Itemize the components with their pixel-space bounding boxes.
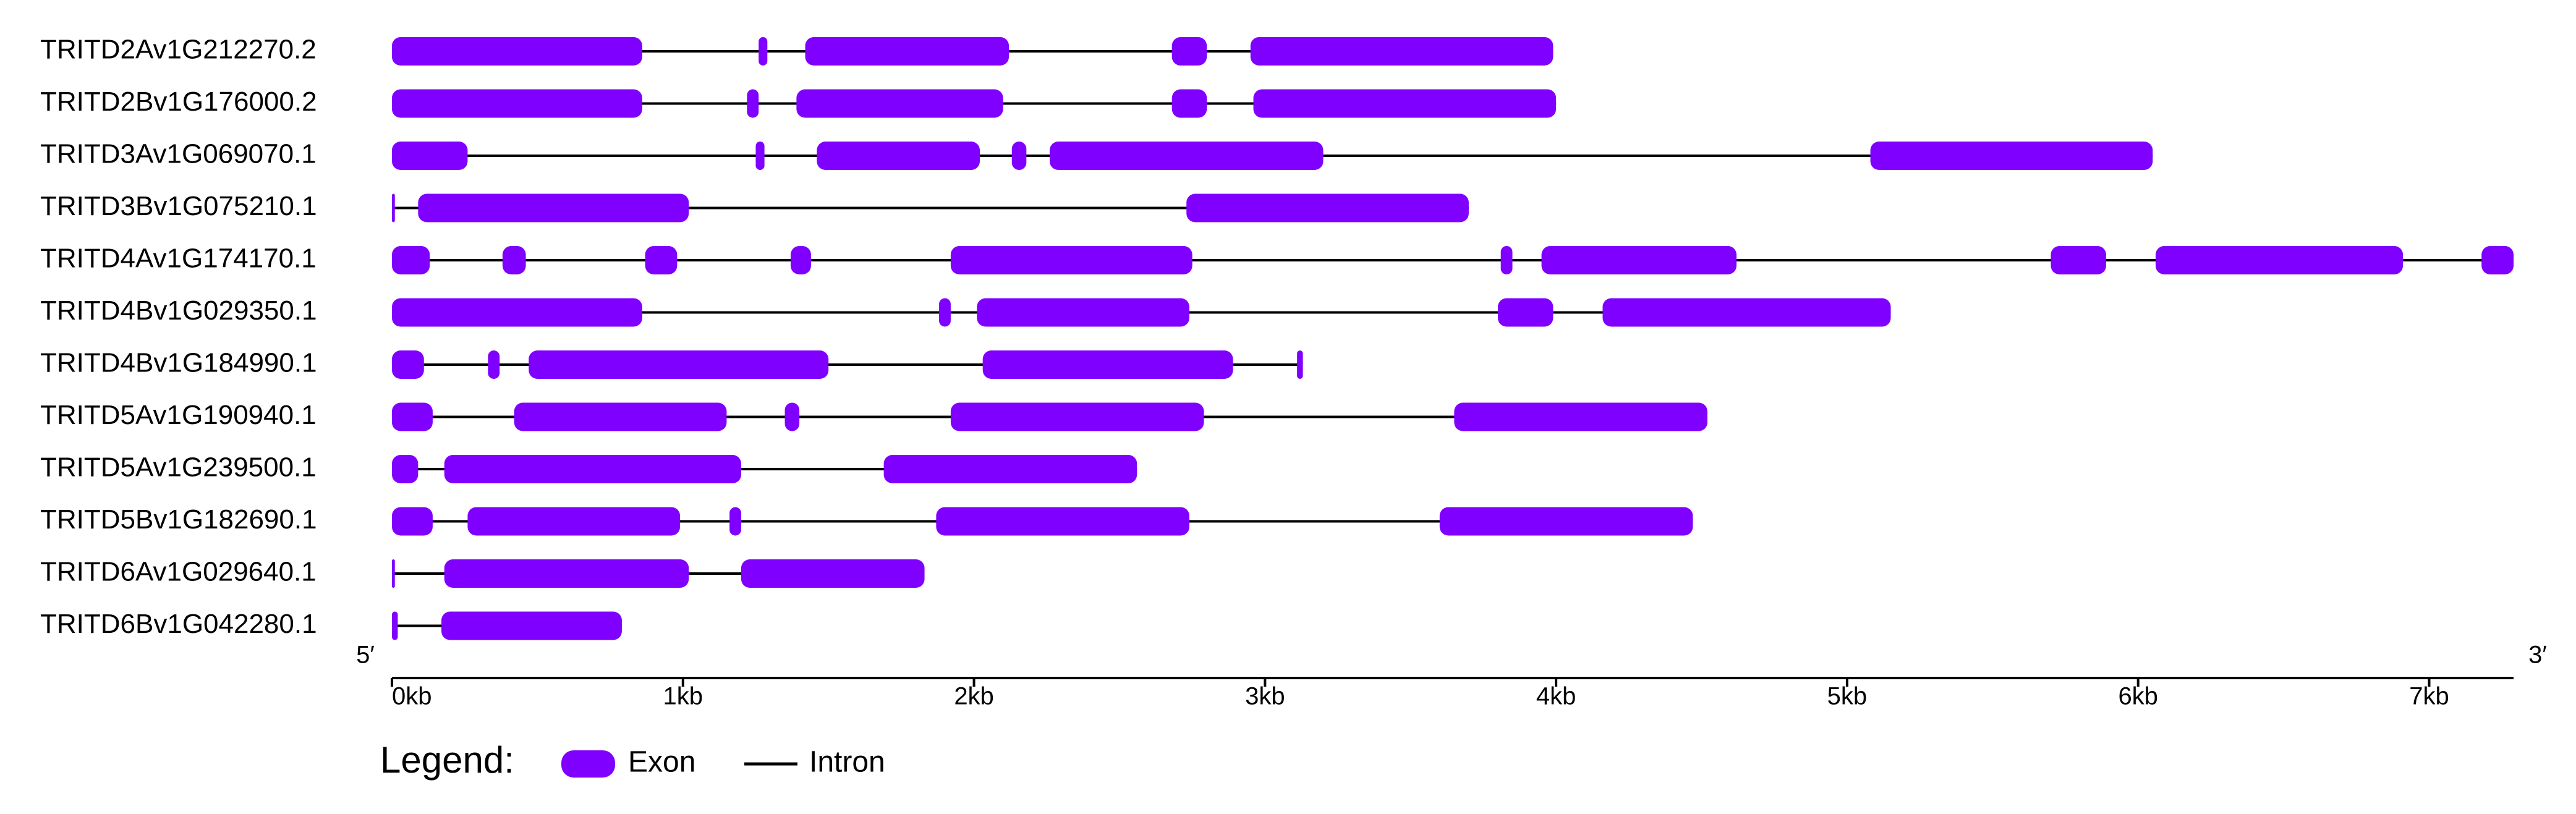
gene-label: TRITD4Av1G174170.1 [40, 244, 317, 274]
gene-label: TRITD3Av1G069070.1 [40, 139, 317, 169]
x-tick-label: 0kb [392, 683, 432, 710]
exon [790, 246, 811, 274]
exon [1049, 142, 1324, 170]
exon [1500, 246, 1513, 274]
exon [1171, 37, 1207, 66]
exon [1497, 298, 1554, 327]
gene-label: TRITD4Bv1G184990.1 [40, 348, 317, 378]
legend-intron-label: Intron [809, 746, 885, 779]
exon [488, 350, 500, 379]
end-label: 3′ [2528, 642, 2547, 669]
exon [392, 455, 419, 483]
exon [392, 246, 430, 274]
exon [392, 611, 398, 640]
exon [729, 507, 741, 536]
exon [392, 89, 642, 118]
x-tick-label: 7kb [2409, 683, 2449, 710]
exon [392, 350, 424, 379]
exon [741, 559, 925, 588]
gene-label: TRITD2Bv1G176000.2 [40, 87, 317, 117]
exon [1602, 298, 1891, 327]
exon [982, 350, 1233, 379]
exon [2481, 246, 2514, 274]
exon [392, 37, 642, 66]
start-label: 5′ [356, 642, 375, 669]
x-tick-label: 4kb [1536, 683, 1576, 710]
exon [939, 298, 951, 327]
exon [759, 37, 768, 66]
gene-label: TRITD4Bv1G029350.1 [40, 295, 317, 326]
exon [1870, 142, 2153, 170]
exon [502, 246, 526, 274]
exon [1253, 89, 1557, 118]
exon [950, 402, 1204, 431]
exon [883, 455, 1137, 483]
x-tick-label: 2kb [954, 683, 994, 710]
legend-title: Legend: [380, 739, 514, 781]
gene-label: TRITD6Av1G029640.1 [40, 557, 317, 587]
exon [1250, 37, 1554, 66]
exon [392, 298, 642, 327]
gene-label: TRITD2Av1G212270.2 [40, 35, 317, 65]
exon [441, 611, 622, 640]
exon [950, 246, 1192, 274]
gene-label: TRITD5Av1G190940.1 [40, 400, 317, 430]
exon [645, 246, 678, 274]
exon [392, 193, 395, 223]
gene-label: TRITD6Bv1G042280.1 [40, 609, 317, 639]
x-tick-label: 1kb [663, 683, 704, 710]
exon [514, 402, 727, 431]
exon [1171, 89, 1207, 118]
exon [796, 89, 1003, 118]
gene-label: TRITD5Av1G239500.1 [40, 452, 317, 483]
exon [747, 89, 759, 118]
x-tick-label: 6kb [2118, 683, 2158, 710]
exon [1541, 246, 1737, 274]
exon [1186, 193, 1469, 223]
exon [936, 507, 1189, 536]
exon [392, 402, 433, 431]
exon [1454, 402, 1707, 431]
exon [392, 507, 433, 536]
exon [529, 350, 829, 379]
exon [444, 455, 741, 483]
exon [418, 193, 689, 223]
exon [977, 298, 1189, 327]
x-tick-label: 3kb [1245, 683, 1285, 710]
exon [2051, 246, 2106, 274]
exon [805, 37, 1010, 66]
exon [467, 507, 681, 536]
exon [1297, 350, 1303, 379]
legend-exon-symbol [561, 750, 615, 778]
exon [1011, 142, 1027, 170]
exon [755, 142, 765, 170]
exon [444, 559, 689, 588]
x-tick-label: 5kb [1827, 683, 1868, 710]
exon [2155, 246, 2404, 274]
gene-label: TRITD5Bv1G182690.1 [40, 504, 317, 535]
legend-exon-label: Exon [628, 746, 695, 779]
exon [392, 559, 395, 588]
exon [392, 142, 468, 170]
gene-label: TRITD3Bv1G075210.1 [40, 191, 317, 221]
exon [817, 142, 980, 170]
exon [784, 402, 800, 431]
exon [1439, 507, 1693, 536]
